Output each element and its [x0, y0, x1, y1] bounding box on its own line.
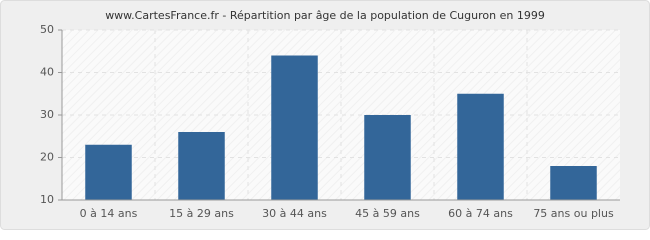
- bar: [178, 132, 225, 200]
- bar: [364, 115, 411, 200]
- y-tick-label: 30: [40, 108, 54, 121]
- y-tick-label: 40: [40, 66, 54, 79]
- x-tick-label: 0 à 14 ans: [80, 207, 138, 220]
- x-tick-label: 45 à 59 ans: [355, 207, 420, 220]
- x-tick-label: 15 à 29 ans: [169, 207, 234, 220]
- x-tick-label: 30 à 44 ans: [262, 207, 327, 220]
- bar: [271, 55, 318, 200]
- chart-title: www.CartesFrance.fr - Répartition par âg…: [105, 9, 545, 22]
- y-tick-label: 20: [40, 151, 54, 164]
- chart: www.CartesFrance.fr - Répartition par âg…: [0, 0, 650, 230]
- bar: [457, 93, 504, 200]
- bar: [550, 166, 597, 200]
- y-tick-label: 10: [40, 193, 54, 206]
- x-tick-label: 75 ans ou plus: [533, 207, 614, 220]
- x-tick-label: 60 à 74 ans: [448, 207, 513, 220]
- bar: [85, 144, 132, 200]
- y-tick-label: 50: [40, 23, 54, 36]
